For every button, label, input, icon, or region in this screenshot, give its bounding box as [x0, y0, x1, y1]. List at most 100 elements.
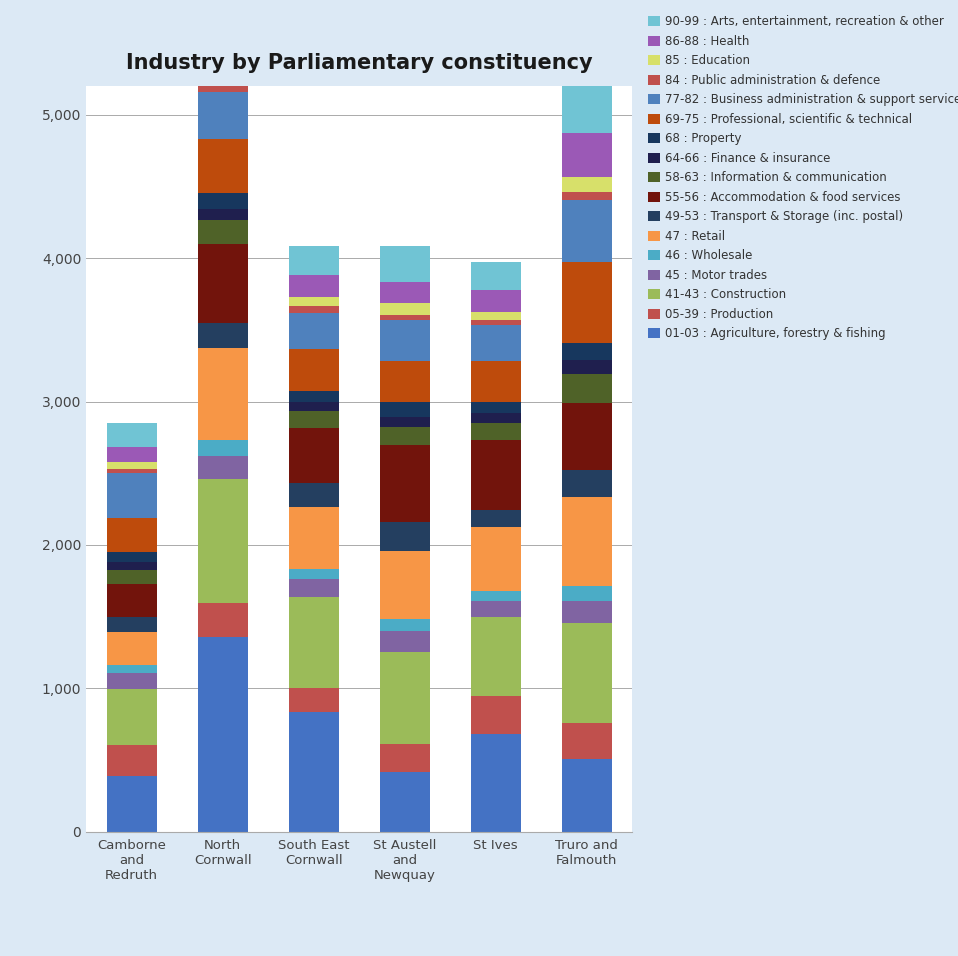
Bar: [561, 133, 612, 177]
Bar: [470, 440, 521, 510]
Bar: [288, 428, 339, 483]
Bar: [561, 623, 612, 724]
Bar: [561, 759, 612, 832]
Bar: [288, 313, 339, 349]
Bar: [379, 402, 430, 417]
Bar: [197, 86, 248, 93]
Bar: [197, 638, 248, 832]
Bar: [561, 343, 612, 360]
Bar: [379, 631, 430, 652]
Bar: [379, 303, 430, 315]
Bar: [561, 497, 612, 586]
Bar: [470, 325, 521, 360]
Bar: [470, 360, 521, 402]
Bar: [561, 601, 612, 623]
Bar: [561, 724, 612, 759]
Bar: [106, 518, 157, 553]
Bar: [288, 274, 339, 297]
Bar: [470, 601, 521, 617]
Bar: [561, 374, 612, 403]
Bar: [106, 446, 157, 462]
Bar: [379, 427, 430, 445]
Bar: [379, 246, 430, 283]
Bar: [379, 315, 430, 320]
Bar: [470, 591, 521, 601]
Bar: [470, 696, 521, 734]
Bar: [106, 423, 157, 446]
Bar: [379, 417, 430, 427]
Bar: [106, 570, 157, 584]
Bar: [106, 562, 157, 570]
Bar: [470, 734, 521, 832]
Bar: [561, 586, 612, 601]
Bar: [197, 603, 248, 638]
Bar: [106, 776, 157, 832]
Bar: [197, 32, 248, 75]
Bar: [106, 553, 157, 562]
Bar: [106, 632, 157, 665]
Bar: [561, 262, 612, 343]
Bar: [106, 689, 157, 745]
Bar: [561, 200, 612, 262]
Bar: [470, 413, 521, 423]
Bar: [197, 75, 248, 86]
Bar: [470, 617, 521, 696]
Title: Industry by Parliamentary constituency: Industry by Parliamentary constituency: [125, 54, 593, 74]
Bar: [379, 619, 430, 631]
Bar: [561, 177, 612, 192]
Bar: [288, 306, 339, 313]
Bar: [288, 712, 339, 832]
Bar: [470, 527, 521, 591]
Bar: [197, 140, 248, 193]
Bar: [470, 312, 521, 320]
Bar: [197, 440, 248, 456]
Bar: [106, 462, 157, 469]
Bar: [288, 402, 339, 411]
Bar: [379, 552, 430, 619]
Bar: [379, 283, 430, 303]
Bar: [561, 470, 612, 497]
Bar: [288, 597, 339, 687]
Bar: [197, 349, 248, 441]
Bar: [379, 772, 430, 832]
Bar: [288, 349, 339, 391]
Bar: [288, 569, 339, 579]
Bar: [470, 423, 521, 440]
Bar: [470, 320, 521, 325]
Bar: [470, 263, 521, 291]
Bar: [197, 193, 248, 209]
Bar: [379, 744, 430, 772]
Bar: [561, 192, 612, 200]
Bar: [288, 579, 339, 597]
Bar: [288, 687, 339, 712]
Bar: [379, 652, 430, 744]
Bar: [197, 93, 248, 140]
Bar: [197, 209, 248, 220]
Bar: [106, 473, 157, 518]
Bar: [470, 291, 521, 312]
Bar: [379, 320, 430, 361]
Bar: [197, 0, 248, 32]
Bar: [106, 665, 157, 673]
Bar: [470, 402, 521, 413]
Bar: [197, 479, 248, 603]
Bar: [379, 522, 430, 552]
Bar: [197, 244, 248, 323]
Bar: [288, 411, 339, 428]
Bar: [106, 469, 157, 473]
Bar: [288, 246, 339, 274]
Bar: [379, 445, 430, 522]
Bar: [561, 65, 612, 133]
Bar: [106, 618, 157, 632]
Bar: [106, 745, 157, 776]
Bar: [561, 403, 612, 470]
Bar: [197, 220, 248, 244]
Bar: [106, 584, 157, 618]
Bar: [561, 360, 612, 374]
Bar: [197, 323, 248, 349]
Bar: [288, 507, 339, 569]
Bar: [379, 361, 430, 402]
Bar: [288, 391, 339, 402]
Bar: [106, 673, 157, 689]
Bar: [288, 296, 339, 306]
